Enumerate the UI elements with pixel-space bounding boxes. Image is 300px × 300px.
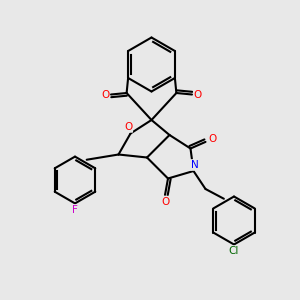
Text: O: O — [101, 89, 109, 100]
Text: N: N — [191, 160, 199, 170]
Text: O: O — [194, 89, 202, 100]
Text: F: F — [72, 205, 78, 215]
Text: O: O — [161, 196, 169, 207]
Text: O: O — [124, 122, 132, 132]
Text: O: O — [208, 134, 216, 145]
Text: Cl: Cl — [229, 246, 239, 256]
